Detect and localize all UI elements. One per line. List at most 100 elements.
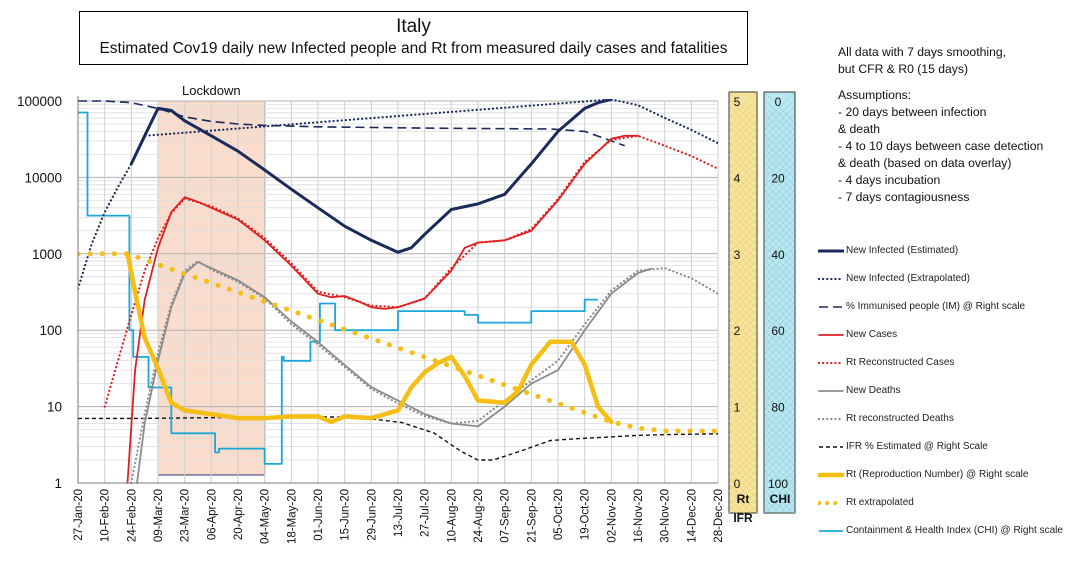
x-tick-label: 05-Oct-20 — [553, 489, 565, 540]
legend-swatch — [818, 417, 844, 421]
legend-item: Rt extrapolated — [818, 496, 1063, 524]
chart-subtitle: Estimated Cov19 daily new Infected peopl… — [99, 40, 728, 57]
assumptions-title: Assumptions: — [838, 88, 912, 102]
legend-swatch — [818, 249, 844, 253]
rt-tick-label: 5 — [734, 95, 741, 109]
x-tick-label: 18-May-20 — [286, 489, 298, 544]
y-tick-label: 1 — [54, 476, 62, 491]
x-tick-label: 13-Jul-20 — [393, 489, 405, 537]
legend-label: % Immunised people (IM) @ Right scale — [846, 301, 1026, 312]
chi-tick-label: 80 — [771, 401, 785, 415]
x-tick-label: 16-Nov-20 — [633, 489, 645, 543]
legend-label: Rt extrapolated — [846, 497, 914, 508]
legend-label: IFR % Estimated @ Right Scale — [846, 441, 988, 452]
legend-swatch — [818, 277, 844, 281]
y-tick-label: 100000 — [17, 94, 62, 109]
rt-tick-label: 4 — [734, 171, 741, 185]
rt-tick-label: 3 — [734, 248, 741, 262]
chi-panel-hatch — [764, 92, 795, 513]
legend-swatch — [819, 530, 843, 532]
assumption-item: - 20 days between infection — [838, 105, 987, 119]
legend-swatch — [818, 390, 844, 392]
x-tick-label: 07-Sep-20 — [500, 489, 512, 543]
series-new-infected-estimated — [129, 99, 613, 254]
assumption-item: - 4 days incubation — [838, 173, 941, 187]
y-tick-label: 10000 — [24, 170, 62, 185]
x-tick-label: 09-Mar-20 — [153, 489, 165, 542]
chart-title-box: Italy Estimated Cov19 daily new Infected… — [79, 11, 748, 65]
legend-item: Rt Reconstructed Cases — [818, 356, 1063, 384]
x-tick-label: 21-Sep-20 — [526, 489, 538, 543]
chi-axis-panel — [763, 91, 796, 514]
assumption-item: & death (based on data overlay) — [838, 156, 1012, 170]
chart-legend: New Infected (Estimated) New Infected (Ex… — [818, 244, 1063, 552]
x-tick-label: 27-Jan-20 — [73, 489, 85, 541]
legend-label: New Infected (Estimated) — [846, 245, 959, 256]
x-tick-label: 28-Dec-20 — [713, 489, 725, 543]
legend-item: New Infected (Extrapolated) — [818, 272, 1063, 300]
x-tick-label: 10-Aug-20 — [446, 489, 458, 543]
rt-panel-hatch — [729, 92, 757, 513]
notes-panel: All data with 7 days smoothing, but CFR … — [838, 44, 1063, 206]
legend-swatch — [818, 472, 844, 478]
x-tick-label: 14-Dec-20 — [686, 489, 698, 543]
legend-swatch — [818, 334, 844, 336]
note-line-2: but CFR & R0 (15 days) — [838, 62, 969, 76]
series-new-cases — [126, 134, 639, 484]
chi-tick-label: 40 — [771, 248, 785, 262]
legend-swatch — [819, 446, 843, 448]
legend-label: Containment & Health Index (CHI) @ Right… — [846, 525, 1063, 536]
legend-label: Rt reconstructed Deaths — [846, 413, 954, 424]
x-tick-label: 19-Oct-20 — [580, 489, 592, 540]
legend-swatch — [818, 361, 844, 365]
series-new-deaths — [136, 261, 653, 484]
rt-tick-label: 0 — [734, 477, 741, 491]
lockdown-label: Lockdown — [182, 83, 241, 98]
x-tick-label: 30-Nov-20 — [660, 489, 672, 543]
legend-label: Rt (Reproduction Number) @ Right scale — [846, 469, 1029, 480]
x-tick-label: 24-Aug-20 — [473, 489, 485, 543]
legend-item: Rt reconstructed Deaths — [818, 412, 1063, 440]
legend-item: IFR % Estimated @ Right Scale — [818, 440, 1063, 468]
legend-swatch — [818, 501, 844, 505]
legend-label: New Infected (Extrapolated) — [846, 273, 970, 284]
rt-axis-title: Rt — [737, 492, 750, 506]
legend-item: % Immunised people (IM) @ Right scale — [818, 300, 1063, 328]
x-tick-label: 24-Feb-20 — [126, 489, 138, 542]
chart-title: Italy — [396, 16, 431, 37]
y-tick-label: 1000 — [32, 247, 62, 262]
series-rt-reproduction-number-right-scale — [125, 251, 614, 425]
x-tick-label: 27-Jul-20 — [420, 489, 432, 537]
x-tick-label: 04-May-20 — [260, 489, 272, 544]
legend-item: Rt (Reproduction Number) @ Right scale — [818, 468, 1063, 496]
legend-item: New Deaths — [818, 384, 1063, 412]
chi-tick-label: 60 — [771, 324, 785, 338]
legend-swatch — [819, 306, 843, 308]
legend-item: New Infected (Estimated) — [818, 244, 1063, 272]
assumption-item: & death — [838, 122, 881, 136]
chi-axis-title: CHI — [770, 492, 791, 506]
x-tick-label: 01-Jun-20 — [313, 489, 325, 541]
x-tick-label: 29-Jun-20 — [366, 489, 378, 541]
chi-tick-label: 0 — [775, 95, 782, 109]
note-line-1: All data with 7 days smoothing, — [838, 45, 1007, 59]
y-tick-label: 10 — [47, 400, 62, 415]
chi-tick-label: 20 — [771, 171, 785, 185]
assumption-item: - 7 days contagiousness — [838, 190, 970, 204]
x-tick-label: 15-Jun-20 — [340, 489, 352, 541]
chi-tick-label: 100 — [768, 477, 788, 491]
assumption-item: - 4 to 10 days between case detection — [838, 139, 1044, 153]
legend-label: Rt Reconstructed Cases — [846, 357, 955, 368]
x-tick-label: 10-Feb-20 — [100, 489, 112, 542]
series-immunised-people-im-right-scale — [78, 100, 625, 147]
legend-item: New Cases — [818, 328, 1063, 356]
y-tick-label: 100 — [39, 323, 62, 338]
legend-item: Containment & Health Index (CHI) @ Right… — [818, 524, 1063, 552]
ifr-axis-title: IFR — [733, 511, 753, 525]
legend-label: New Deaths — [846, 385, 901, 396]
x-tick-label: 06-Apr-20 — [206, 489, 218, 540]
series-containment-health-index-chi-right-scale — [78, 111, 598, 465]
series-rt-reconstructed-deaths — [130, 260, 718, 485]
x-tick-label: 02-Nov-20 — [606, 489, 618, 543]
